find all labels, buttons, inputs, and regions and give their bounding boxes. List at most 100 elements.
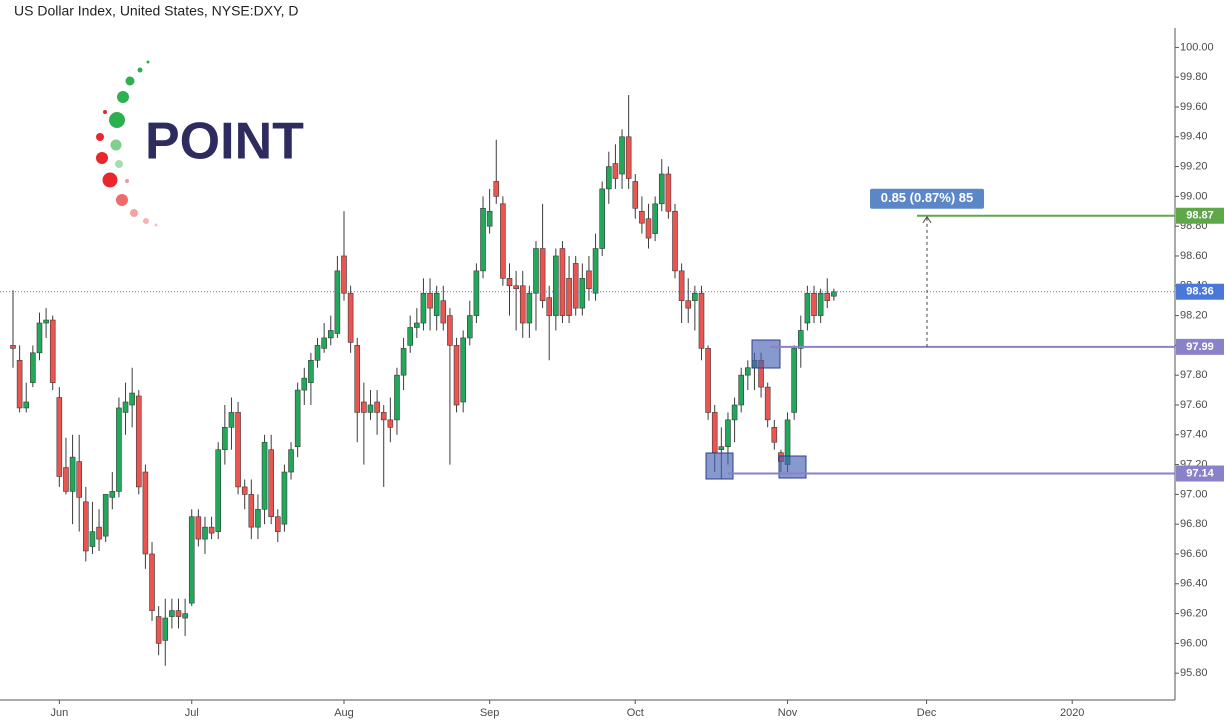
y-tick-label: 96.60	[1180, 548, 1208, 560]
candle-body	[473, 270, 480, 316]
candle-body	[599, 188, 605, 249]
measure-box	[870, 188, 984, 209]
y-tick-label: 96.00	[1180, 637, 1208, 649]
candle-body	[493, 181, 500, 197]
candle-body	[188, 516, 195, 604]
candle-body	[605, 166, 612, 190]
logo-dot	[102, 172, 118, 188]
y-tick-label: 97.40	[1180, 429, 1208, 441]
candle-body	[182, 613, 188, 619]
candle-body	[380, 412, 387, 421]
candle-body	[76, 461, 82, 498]
candle-body	[572, 263, 579, 309]
candle-body	[519, 285, 526, 324]
candle-body	[486, 210, 493, 227]
zone-box	[705, 452, 734, 480]
candle-body	[49, 319, 56, 383]
candle-body	[791, 348, 797, 413]
candle-body	[83, 501, 89, 552]
candle-body	[466, 315, 473, 339]
candle-body	[155, 616, 162, 644]
candle-body	[566, 278, 572, 316]
candle-body	[288, 449, 294, 473]
candle-body	[414, 322, 420, 328]
candle-body	[281, 471, 288, 525]
candle-body	[692, 292, 698, 301]
x-tick-label: Jun	[50, 707, 68, 719]
candle-body	[43, 319, 49, 324]
candle-body	[308, 359, 314, 383]
y-tick-label: 95.80	[1180, 667, 1208, 679]
logo-dot	[146, 60, 150, 64]
logo-dot	[116, 194, 128, 206]
x-tick-label: Aug	[334, 707, 354, 719]
candle-body	[427, 292, 433, 309]
x-tick-label: Oct	[627, 707, 644, 719]
candle-body	[347, 292, 354, 343]
logo-dot	[109, 112, 125, 128]
candle-body	[294, 389, 301, 447]
candle-body	[533, 248, 539, 294]
candle-body	[831, 291, 837, 297]
level-tag	[1176, 207, 1224, 224]
candle-body	[731, 404, 738, 421]
candle-body	[639, 210, 645, 224]
y-tick-label: 99.00	[1180, 190, 1208, 202]
candle-body	[129, 392, 135, 406]
candle-body	[506, 278, 513, 287]
candle-body	[559, 248, 566, 316]
candle-body	[56, 397, 63, 477]
zone-box	[778, 455, 807, 479]
y-tick-label: 96.80	[1180, 518, 1208, 530]
candle-body	[222, 427, 228, 450]
candle-body	[387, 419, 394, 428]
candle-body	[169, 610, 175, 617]
y-tick-label: 96.20	[1180, 607, 1208, 619]
candle-body	[738, 374, 745, 406]
candle-body	[149, 553, 155, 611]
level-label: 97.14	[1186, 467, 1214, 479]
y-tick-label: 99.40	[1180, 131, 1208, 143]
candle-body	[619, 136, 625, 175]
zone-box	[751, 339, 781, 369]
candle-body	[255, 508, 261, 528]
candle-body	[321, 337, 327, 349]
candle-body	[374, 401, 380, 413]
candle-body	[764, 386, 771, 421]
level-tag	[1176, 465, 1224, 482]
candle-body	[718, 446, 725, 450]
y-tick-label: 97.80	[1180, 369, 1208, 381]
candle-body	[248, 494, 255, 528]
level-label: 97.99	[1186, 341, 1214, 353]
candle-body	[400, 348, 407, 376]
candle-body	[546, 297, 553, 316]
candle-body	[235, 412, 241, 488]
y-tick-label: 100.00	[1180, 41, 1214, 53]
candle-body	[500, 203, 506, 279]
candle-body	[23, 401, 30, 409]
logo-dot	[125, 179, 129, 183]
candle-body	[797, 330, 804, 349]
logo-dot	[96, 133, 104, 141]
candle-body	[341, 255, 347, 294]
candle-body	[228, 412, 235, 428]
candle-body	[817, 292, 824, 316]
candle-body	[327, 330, 334, 339]
candle-body	[672, 210, 678, 272]
candle-body	[195, 516, 202, 540]
x-tick-label: Jul	[185, 707, 199, 719]
candle-body	[215, 449, 222, 532]
level-label: 98.87	[1186, 210, 1214, 222]
logo-dot	[96, 152, 108, 164]
candle-body	[274, 516, 281, 532]
candle-body	[539, 248, 546, 301]
candle-body	[745, 367, 751, 376]
candle-body	[645, 218, 652, 239]
candle-body	[268, 449, 274, 518]
candle-body	[705, 348, 711, 413]
candle-body	[261, 441, 268, 510]
candle-body	[433, 292, 440, 316]
y-tick-label: 99.80	[1180, 71, 1208, 83]
logo-dot	[115, 160, 123, 168]
candle-body	[162, 617, 169, 641]
